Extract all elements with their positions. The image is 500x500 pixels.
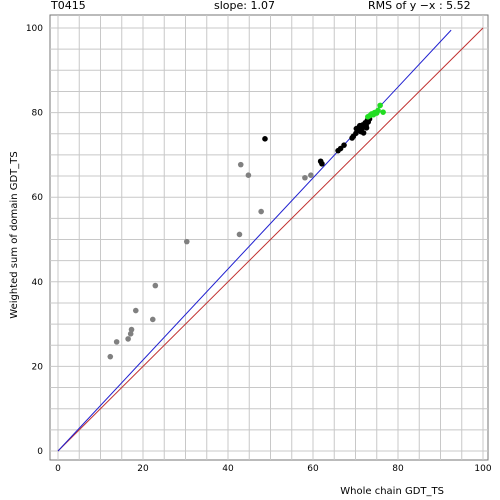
data-point (377, 102, 383, 109)
data-point (363, 125, 370, 131)
data-point (149, 316, 156, 323)
data-point (337, 145, 344, 152)
x-tick-label: 100 (474, 464, 491, 474)
x-axis-label: Whole chain GDT_TS (340, 486, 444, 497)
data-point (152, 282, 159, 289)
y-tick-label: 80 (32, 109, 44, 119)
data-point (237, 161, 244, 168)
data-point (107, 353, 114, 360)
target-id: T0415 (51, 0, 86, 12)
reference-lines (57, 27, 484, 452)
data-point (113, 339, 120, 345)
data-point (319, 160, 325, 167)
y-tick-label: 20 (32, 362, 44, 372)
data-point (125, 336, 131, 342)
y-tick-label: 60 (32, 193, 44, 203)
data-point (308, 172, 314, 179)
y-tick-label: 0 (37, 447, 43, 457)
y-tick-label: 100 (26, 24, 43, 34)
data-point (380, 109, 386, 115)
data-point (236, 231, 243, 238)
x-tick-label: 60 (307, 464, 319, 474)
data-point (132, 307, 139, 314)
data-point (245, 172, 252, 179)
data-point (375, 107, 381, 114)
data-point (127, 331, 134, 337)
data-point (355, 127, 361, 134)
fit-line (57, 29, 452, 452)
grid (50, 15, 488, 460)
x-tick-label: 20 (137, 464, 149, 474)
data-points (107, 102, 386, 360)
plot-frame (49, 14, 489, 461)
x-tick-label: 40 (222, 464, 234, 474)
identity-line (57, 27, 484, 452)
tick-labels: 0 20 40 60 80 100 0 20 40 60 80 100 (26, 24, 492, 474)
slope-label: slope: 1.07 (214, 0, 275, 12)
data-point (183, 238, 190, 245)
data-point (128, 326, 135, 333)
y-tick-label: 40 (32, 278, 44, 288)
x-tick-label: 80 (392, 464, 404, 474)
data-point (302, 174, 308, 181)
data-point (360, 130, 367, 136)
y-axis-label: Weighted sum of domain GDT_TS (9, 151, 20, 318)
data-point (258, 208, 264, 215)
data-point (341, 142, 347, 148)
data-point (262, 136, 268, 142)
rms-label: RMS of y −x : 5.52 (368, 0, 471, 12)
x-tick-label: 0 (55, 464, 61, 474)
